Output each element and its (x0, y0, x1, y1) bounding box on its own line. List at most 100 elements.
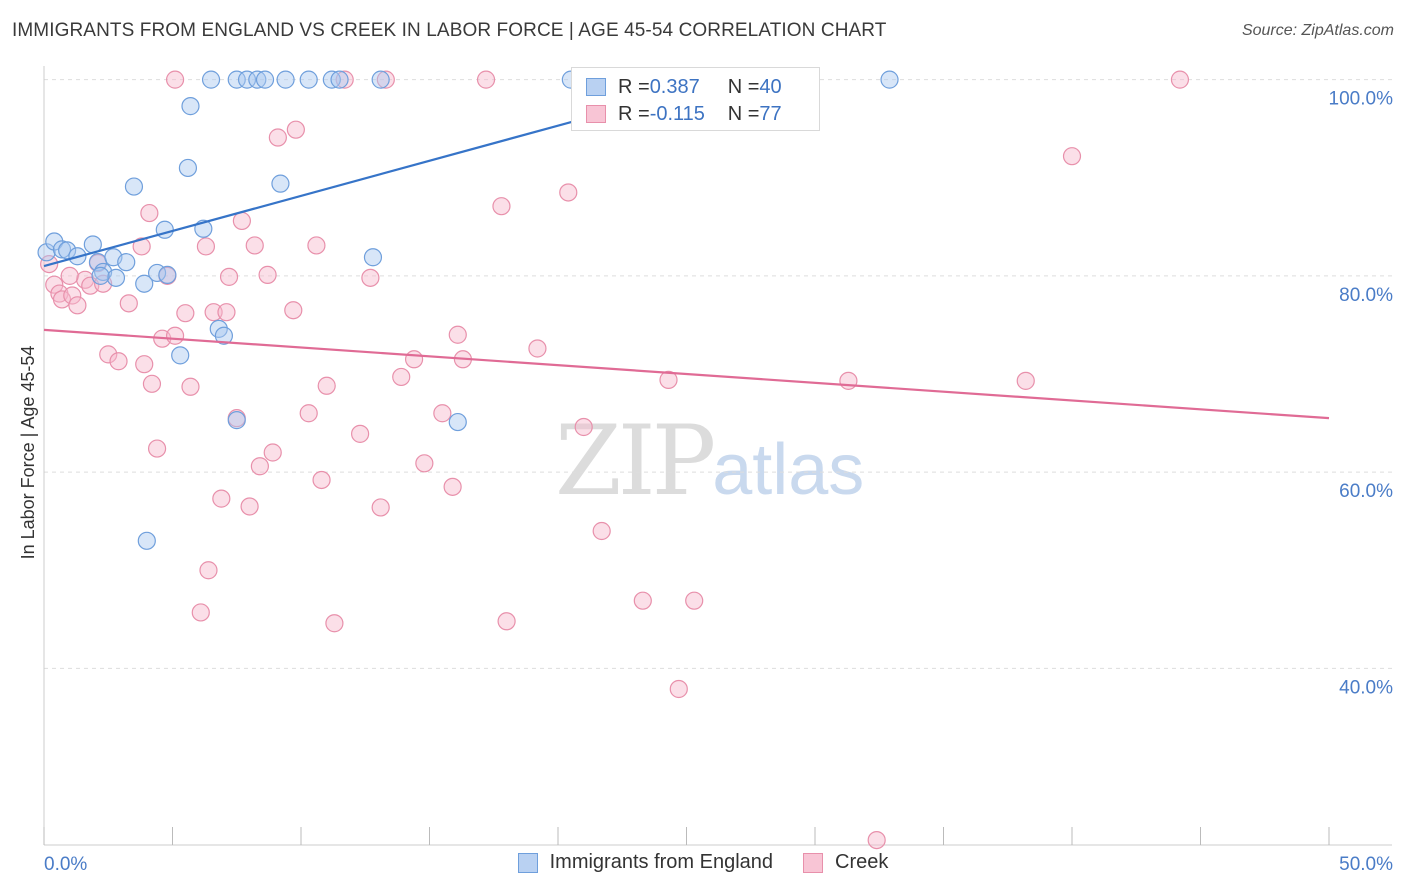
legend-item-england[interactable]: Immigrants from England (517, 851, 774, 874)
creek-point (142, 374, 162, 393)
creek-point (147, 439, 167, 458)
creek-point (245, 236, 264, 255)
creek-point (325, 614, 344, 633)
england-point (178, 158, 198, 178)
data-points (37, 70, 1190, 850)
creek-point (119, 294, 138, 313)
legend-row-england: R = 0.387 N = 40 (586, 74, 782, 100)
creek-point (867, 830, 886, 850)
creek-point (240, 497, 259, 516)
creek-point (109, 352, 128, 371)
creek-point (669, 679, 688, 699)
england-point (276, 70, 295, 89)
creek-point (99, 345, 118, 364)
creek-trend-line (43, 328, 1330, 420)
chart-title: IMMIGRANTS FROM ENGLAND VS CREEK IN LABO… (12, 20, 887, 41)
england-point (880, 70, 899, 89)
axes (43, 66, 1392, 846)
creek-point (286, 120, 305, 139)
england-point (299, 70, 318, 89)
england-point (363, 248, 383, 267)
creek-point (204, 303, 223, 322)
legend-n-label: N = (727, 75, 760, 98)
england-point (371, 70, 390, 89)
england-point (214, 326, 233, 345)
creek-point (312, 470, 331, 490)
creek-point (1016, 371, 1035, 390)
england-point (91, 266, 110, 285)
creek-point (351, 424, 370, 443)
creek-point (196, 237, 216, 256)
creek-point (212, 489, 231, 508)
y-tick-label: 80.0% (1339, 285, 1393, 306)
creek-point (284, 301, 303, 320)
creek-point (60, 266, 79, 285)
england-point (271, 174, 290, 193)
creek-point (140, 203, 159, 223)
creek-point (415, 454, 434, 473)
creek-point (317, 376, 336, 395)
creek-point (404, 350, 424, 369)
england-point (322, 70, 341, 89)
creek-point (376, 70, 395, 89)
series-legend: Immigrants from England Creek (0, 851, 1406, 874)
creek-point (199, 561, 218, 580)
england-point (158, 265, 177, 284)
creek-point (63, 286, 82, 305)
creek-point (659, 370, 678, 389)
x-tick-label: 50.0% (1339, 854, 1393, 875)
creek-point (443, 477, 462, 496)
creek-point (528, 339, 547, 358)
england-point (45, 232, 64, 251)
creek-point (219, 267, 239, 286)
england-point (237, 70, 257, 89)
creek-point (448, 325, 467, 344)
england-point (227, 70, 246, 89)
creek-point (45, 275, 64, 294)
legend-item-creek[interactable]: Creek (803, 851, 888, 874)
y-tick-label: 100.0% (1329, 89, 1394, 110)
creek-point (165, 70, 185, 89)
england-point (255, 70, 275, 89)
source-credit: Source: ZipAtlas.com (1241, 22, 1394, 39)
creek-point (559, 183, 578, 202)
y-tick-label: 40.0% (1339, 677, 1393, 698)
creek-point (250, 457, 269, 476)
creek-point (307, 236, 326, 255)
legend-r-label: R = (618, 102, 650, 125)
creek-point (1170, 70, 1190, 89)
legend-r-value: 0.387 (649, 75, 700, 98)
legend-n-label: N = (727, 102, 760, 125)
legend-n-value: 40 (759, 75, 782, 98)
legend-swatch-pink (586, 105, 606, 123)
england-point (227, 411, 246, 430)
england-point (181, 97, 200, 116)
england-point (117, 253, 136, 272)
england-point (137, 531, 156, 550)
england-point (52, 240, 72, 259)
england-point (248, 70, 267, 89)
creek-point (258, 265, 277, 284)
creek-point (685, 591, 704, 610)
england-point (171, 346, 190, 365)
creek-point (497, 612, 516, 631)
creek-point (232, 211, 251, 231)
england-point (135, 274, 154, 293)
stats-legend: R = 0.387 N = 40 R = -0.115 N = 77 (571, 67, 820, 131)
creek-point (165, 326, 185, 345)
legend-swatch-blue (586, 78, 606, 96)
legend-r-label: R = (618, 75, 650, 98)
legend-label-england: Immigrants from England (549, 851, 774, 873)
england-point (330, 70, 349, 89)
creek-point (592, 521, 611, 541)
creek-point (132, 237, 151, 256)
creek-point (299, 404, 318, 423)
creek-point (181, 377, 200, 396)
england-point (201, 70, 221, 89)
creek-point (574, 417, 593, 437)
x-tick-label: 0.0% (44, 854, 87, 875)
creek-point (371, 498, 390, 517)
trend-lines (43, 82, 1330, 420)
creek-point (135, 355, 154, 374)
